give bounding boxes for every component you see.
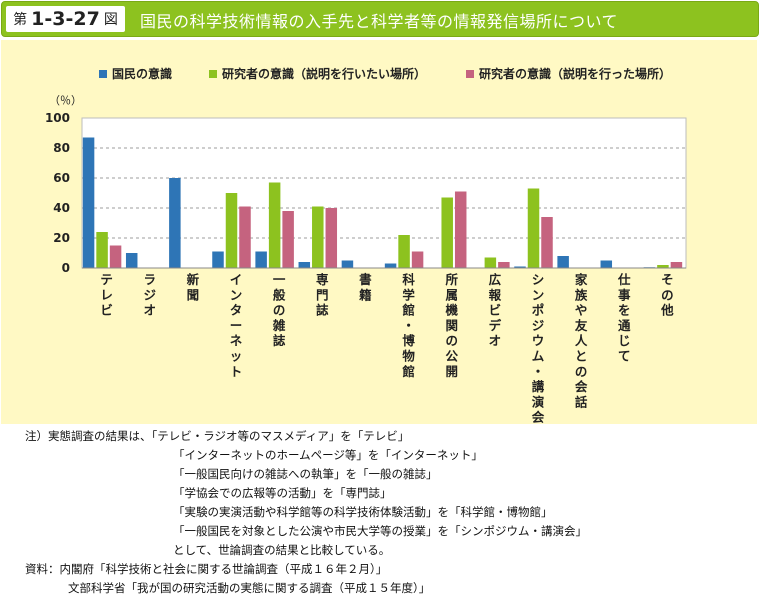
x-tick-label: 書籍 (359, 272, 372, 302)
legend-label: 研究者の意識（説明を行いたい場所） (222, 66, 426, 81)
x-tick-label: テレビ (100, 272, 113, 318)
x-tick-label: シンポジウム・講演会 (532, 272, 545, 424)
bar-12-s0 (600, 260, 613, 268)
bar-4-s0 (255, 251, 267, 268)
bar-4-s2 (282, 211, 294, 268)
note-line-6: 「一般国民を対象とした公演や市民大学等の授業」を「シンポジウム・講演会」 (173, 524, 587, 538)
y-tick-label: 20 (53, 231, 70, 245)
x-tick-label: 広報ビデオ (489, 272, 502, 348)
x-tick-label: 一般の雑誌 (272, 272, 286, 348)
bar-10-s2 (541, 217, 553, 268)
bar-3-s1 (225, 193, 238, 268)
bar-chart: 0 20 40 60 80 100 （％） 国民の意識 研究者の意識（説明を行いたい場所） 研究者… (45, 66, 687, 424)
bar-1-s0 (125, 253, 138, 268)
bar-9-s1 (484, 257, 497, 268)
figure-title: 国民の科学技術情報の入手先と科学者等の情報発信場所について (140, 12, 619, 31)
legend-swatch (209, 70, 217, 78)
note-line-1: 注）実態調査の結果は、「テレビ・ラジオ等のマスメディア」を「テレビ」 (25, 429, 410, 443)
bar-7-s2 (411, 251, 424, 268)
bar-5-s0 (298, 262, 311, 268)
note-line-3: 「一般国民向けの雑誌への執筆」を「一般の雑誌」 (173, 467, 438, 481)
note-line-4: 「学協会での広報等の活動」を「専門誌」 (173, 486, 392, 500)
bar-5-s1 (312, 206, 324, 268)
legend-swatch (466, 70, 474, 78)
note-line-7: として、世論調査の結果と比較している。 (173, 543, 391, 557)
figure-prefix: 第 (13, 12, 28, 28)
bar-9-s2 (498, 262, 510, 268)
source-line-1: 資料：内閣府「科学技術と社会に関する世論調査（平成１６年２月）」 (25, 562, 388, 576)
bar-13-s1 (657, 265, 669, 268)
note-line-5: 「実験の実演活動や科学館等の科学技術体験活動」を「科学館・博物館」 (173, 505, 553, 519)
note-line-2: 「インターネットのホームページ等」を「インターネット」 (173, 448, 483, 462)
bar-0-s2 (109, 245, 122, 268)
y-tick-label: 60 (53, 171, 70, 185)
bar-8-s2 (454, 191, 467, 268)
plot-area (81, 117, 687, 269)
bar-0-s1 (96, 232, 108, 268)
bar-7-s0 (384, 263, 397, 268)
figure-label: 第 1-3-27 図 (6, 6, 125, 32)
legend-swatch (99, 70, 107, 78)
bar-6-s0 (341, 260, 354, 268)
title-bar: 第 1-3-27 図 国民の科学技術情報の入手先と科学者等の情報発信場所について (1, 1, 759, 37)
y-tick-label: 0 (62, 261, 70, 275)
bar-8-s1 (441, 197, 453, 268)
figure-suffix: 図 (103, 12, 118, 28)
bar-11-s0 (557, 256, 569, 268)
legend-label: 国民の意識 (112, 66, 172, 81)
source-line-2: 文部科学省「我が国の研究活動の実態に関する調査（平成１５年度）」 (68, 581, 431, 595)
bar-3-s0 (212, 251, 224, 268)
bar-0-s0 (82, 137, 95, 268)
bar-2-s0 (169, 178, 181, 268)
x-tick-label: 家族や友人との会話 (574, 272, 588, 409)
bar-5-s2 (325, 208, 338, 268)
x-tick-label: インターネット (230, 272, 243, 379)
bar-4-s1 (268, 182, 281, 268)
bar-10-s1 (527, 188, 540, 268)
legend-label: 研究者の意識（説明を行った場所） (479, 66, 671, 81)
x-tick-label: 所属機関の公開 (445, 272, 458, 379)
bar-3-s2 (239, 206, 251, 268)
y-axis-unit: （％） (49, 94, 82, 107)
x-tick-label: 仕事を通じて (617, 272, 631, 364)
x-tick-label: 科学館・博物館 (401, 272, 415, 379)
x-tick-label: 専門誌 (316, 272, 329, 318)
x-tick-label: その他 (660, 272, 674, 318)
y-tick-label: 100 (45, 111, 70, 125)
bar-7-s1 (398, 235, 410, 268)
bar-10-s0 (514, 266, 526, 268)
bar-13-s2 (670, 262, 683, 268)
chart-panel: 0 20 40 60 80 100 （％） 国民の意識 研究者の意識（説明を行いたい場所） 研究者… (1, 40, 757, 424)
y-tick-label: 80 (53, 141, 70, 155)
x-tick-label: 新聞 (187, 272, 200, 302)
figure-number: 1-3-27 (31, 8, 100, 30)
y-tick-label: 40 (53, 201, 70, 215)
x-tick-label: ラジオ (143, 272, 156, 318)
